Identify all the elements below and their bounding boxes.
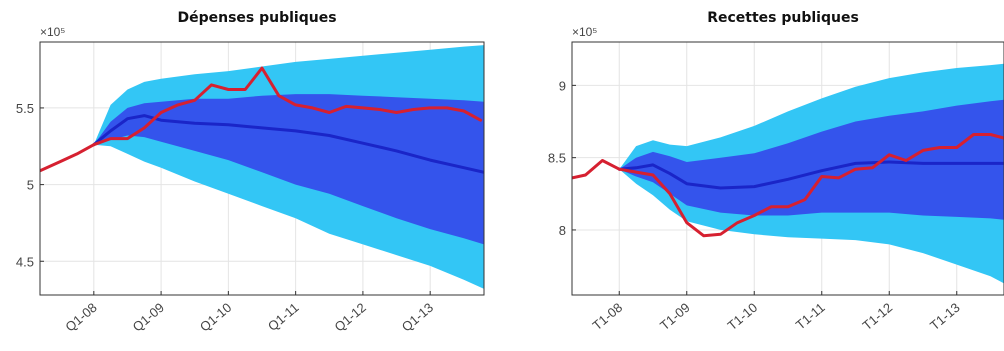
chart-2-xtick-label-1: T1-09: [657, 300, 693, 333]
chart-2-median-line: [617, 160, 1004, 190]
chart-1-frame: [39, 41, 485, 296]
chart-2-title: Recettes publiques: [707, 10, 859, 26]
chart-1-median-line: [92, 114, 484, 174]
chart-2-multiplier: ×10⁵: [572, 25, 597, 39]
chart-1-multiplier: ×10⁵: [40, 25, 65, 39]
chart-2-xtick-label-0: T1-08: [590, 300, 626, 333]
chart-1-ytick-label-0: 4.5: [16, 254, 34, 269]
chart-2-ytick-label-1: 8.5: [548, 151, 566, 166]
chart-2-actual-line: [617, 133, 1004, 238]
chart-2-plot-area: [572, 42, 1004, 295]
chart-1-ytick-label-2: 5.5: [16, 101, 34, 116]
chart-1-inner-band: [93, 94, 484, 245]
chart-1-xtick-label-5: Q1-13: [399, 300, 436, 335]
chart-2-ytick-label-0: 8: [559, 223, 566, 238]
chart-1-xtick-label-4: Q1-12: [332, 300, 369, 335]
chart-1-plot-area: [40, 42, 484, 295]
chart-2-inner-band: [619, 99, 1004, 220]
chart-2-xtick-label-5: T1-13: [927, 300, 963, 333]
chart-1-xtick-label-2: Q1-10: [197, 300, 234, 335]
chart-1-history-line: [40, 143, 96, 173]
chart-1-actual-line: [92, 66, 483, 147]
chart-2-xtick-label-4: T1-12: [860, 300, 896, 333]
chart-2-xtick-label-2: T1-10: [725, 300, 761, 333]
chart-2-xtick-label-3: T1-11: [793, 300, 828, 333]
chart-2-history-line: [572, 159, 621, 180]
chart-1-xtick-label-1: Q1-09: [130, 300, 167, 335]
chart-1-title: Dépenses publiques: [177, 10, 336, 26]
chart-1-xtick-label-3: Q1-11: [265, 300, 302, 334]
chart-2-ytick-label-2: 9: [559, 78, 566, 93]
chart-2-frame: [571, 41, 1004, 296]
chart-1-ytick-label-1: 5: [27, 178, 34, 193]
chart-1-xtick-label-0: Q1-08: [62, 300, 99, 335]
